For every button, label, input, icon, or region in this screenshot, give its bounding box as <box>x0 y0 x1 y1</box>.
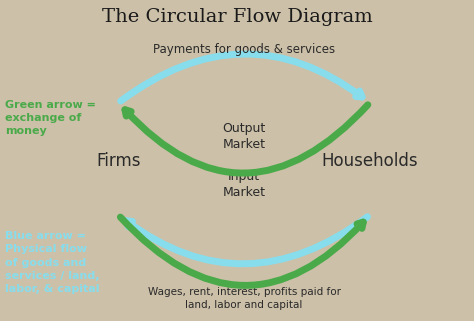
FancyArrowPatch shape <box>126 217 367 264</box>
FancyArrowPatch shape <box>120 217 363 285</box>
FancyArrowPatch shape <box>125 105 368 173</box>
Text: Green arrow =
exchange of
money: Green arrow = exchange of money <box>5 100 96 136</box>
Text: Firms: Firms <box>96 152 141 169</box>
FancyArrowPatch shape <box>121 54 362 101</box>
Text: Input
Market: Input Market <box>223 170 265 199</box>
Text: Wages, rent, interest, profits paid for
land, labor and capital: Wages, rent, interest, profits paid for … <box>147 287 341 310</box>
Text: Blue arrow =
Physical flow
of goods and
services / land,
labor, & capital: Blue arrow = Physical flow of goods and … <box>5 231 99 294</box>
Text: Output
Market: Output Market <box>222 122 266 151</box>
Text: Payments for goods & services: Payments for goods & services <box>153 43 335 56</box>
Text: The Circular Flow Diagram: The Circular Flow Diagram <box>101 8 373 26</box>
Text: Households: Households <box>321 152 418 169</box>
